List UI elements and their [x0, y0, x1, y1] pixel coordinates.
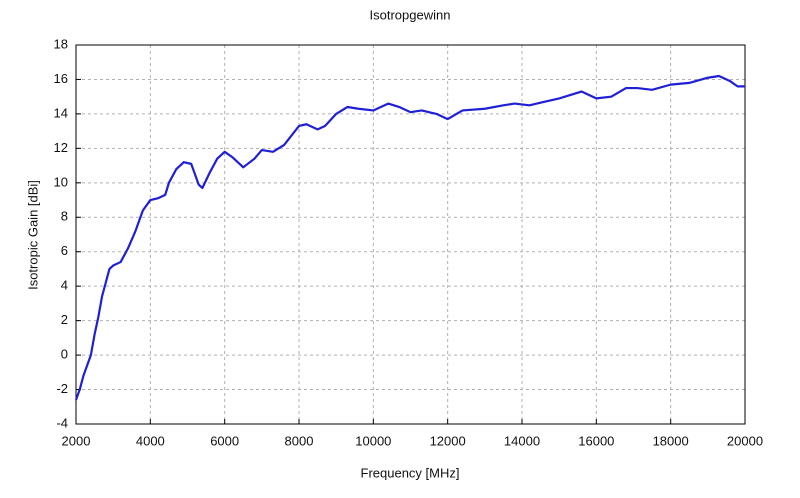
y-tick-label: 12: [54, 140, 68, 155]
y-tick-label: 16: [54, 71, 68, 86]
y-tick-label: 10: [54, 174, 68, 189]
x-tick-label: 16000: [578, 433, 614, 448]
x-tick-label: 8000: [285, 433, 314, 448]
y-tick-label: 14: [54, 105, 68, 120]
y-tick-label: -4: [56, 415, 68, 430]
x-tick-label: 14000: [504, 433, 540, 448]
y-tick-label: 0: [61, 347, 68, 362]
data-line: [74, 74, 745, 401]
x-axis-label: Frequency [MHz]: [361, 465, 460, 480]
x-tick-label: 2000: [62, 433, 91, 448]
x-tick-label: 4000: [136, 433, 165, 448]
plot-frame: [75, 44, 746, 425]
y-tick-label: 2: [61, 312, 68, 327]
y-tick-label: 4: [61, 278, 68, 293]
x-tick-label: 18000: [653, 433, 689, 448]
x-tick-label: 6000: [210, 433, 239, 448]
chart-title: Isotropgewinn: [370, 7, 451, 22]
x-tick-label: 12000: [430, 433, 466, 448]
y-tick-label: -2: [56, 381, 68, 396]
y-tick-label: 8: [61, 209, 68, 224]
y-tick-label: 18: [54, 36, 68, 51]
x-tick-label: 10000: [355, 433, 391, 448]
y-axis-label: Isotropic Gain [dBi]: [25, 180, 40, 290]
y-tick-label: 6: [61, 243, 68, 258]
x-tick-label: 20000: [727, 433, 763, 448]
